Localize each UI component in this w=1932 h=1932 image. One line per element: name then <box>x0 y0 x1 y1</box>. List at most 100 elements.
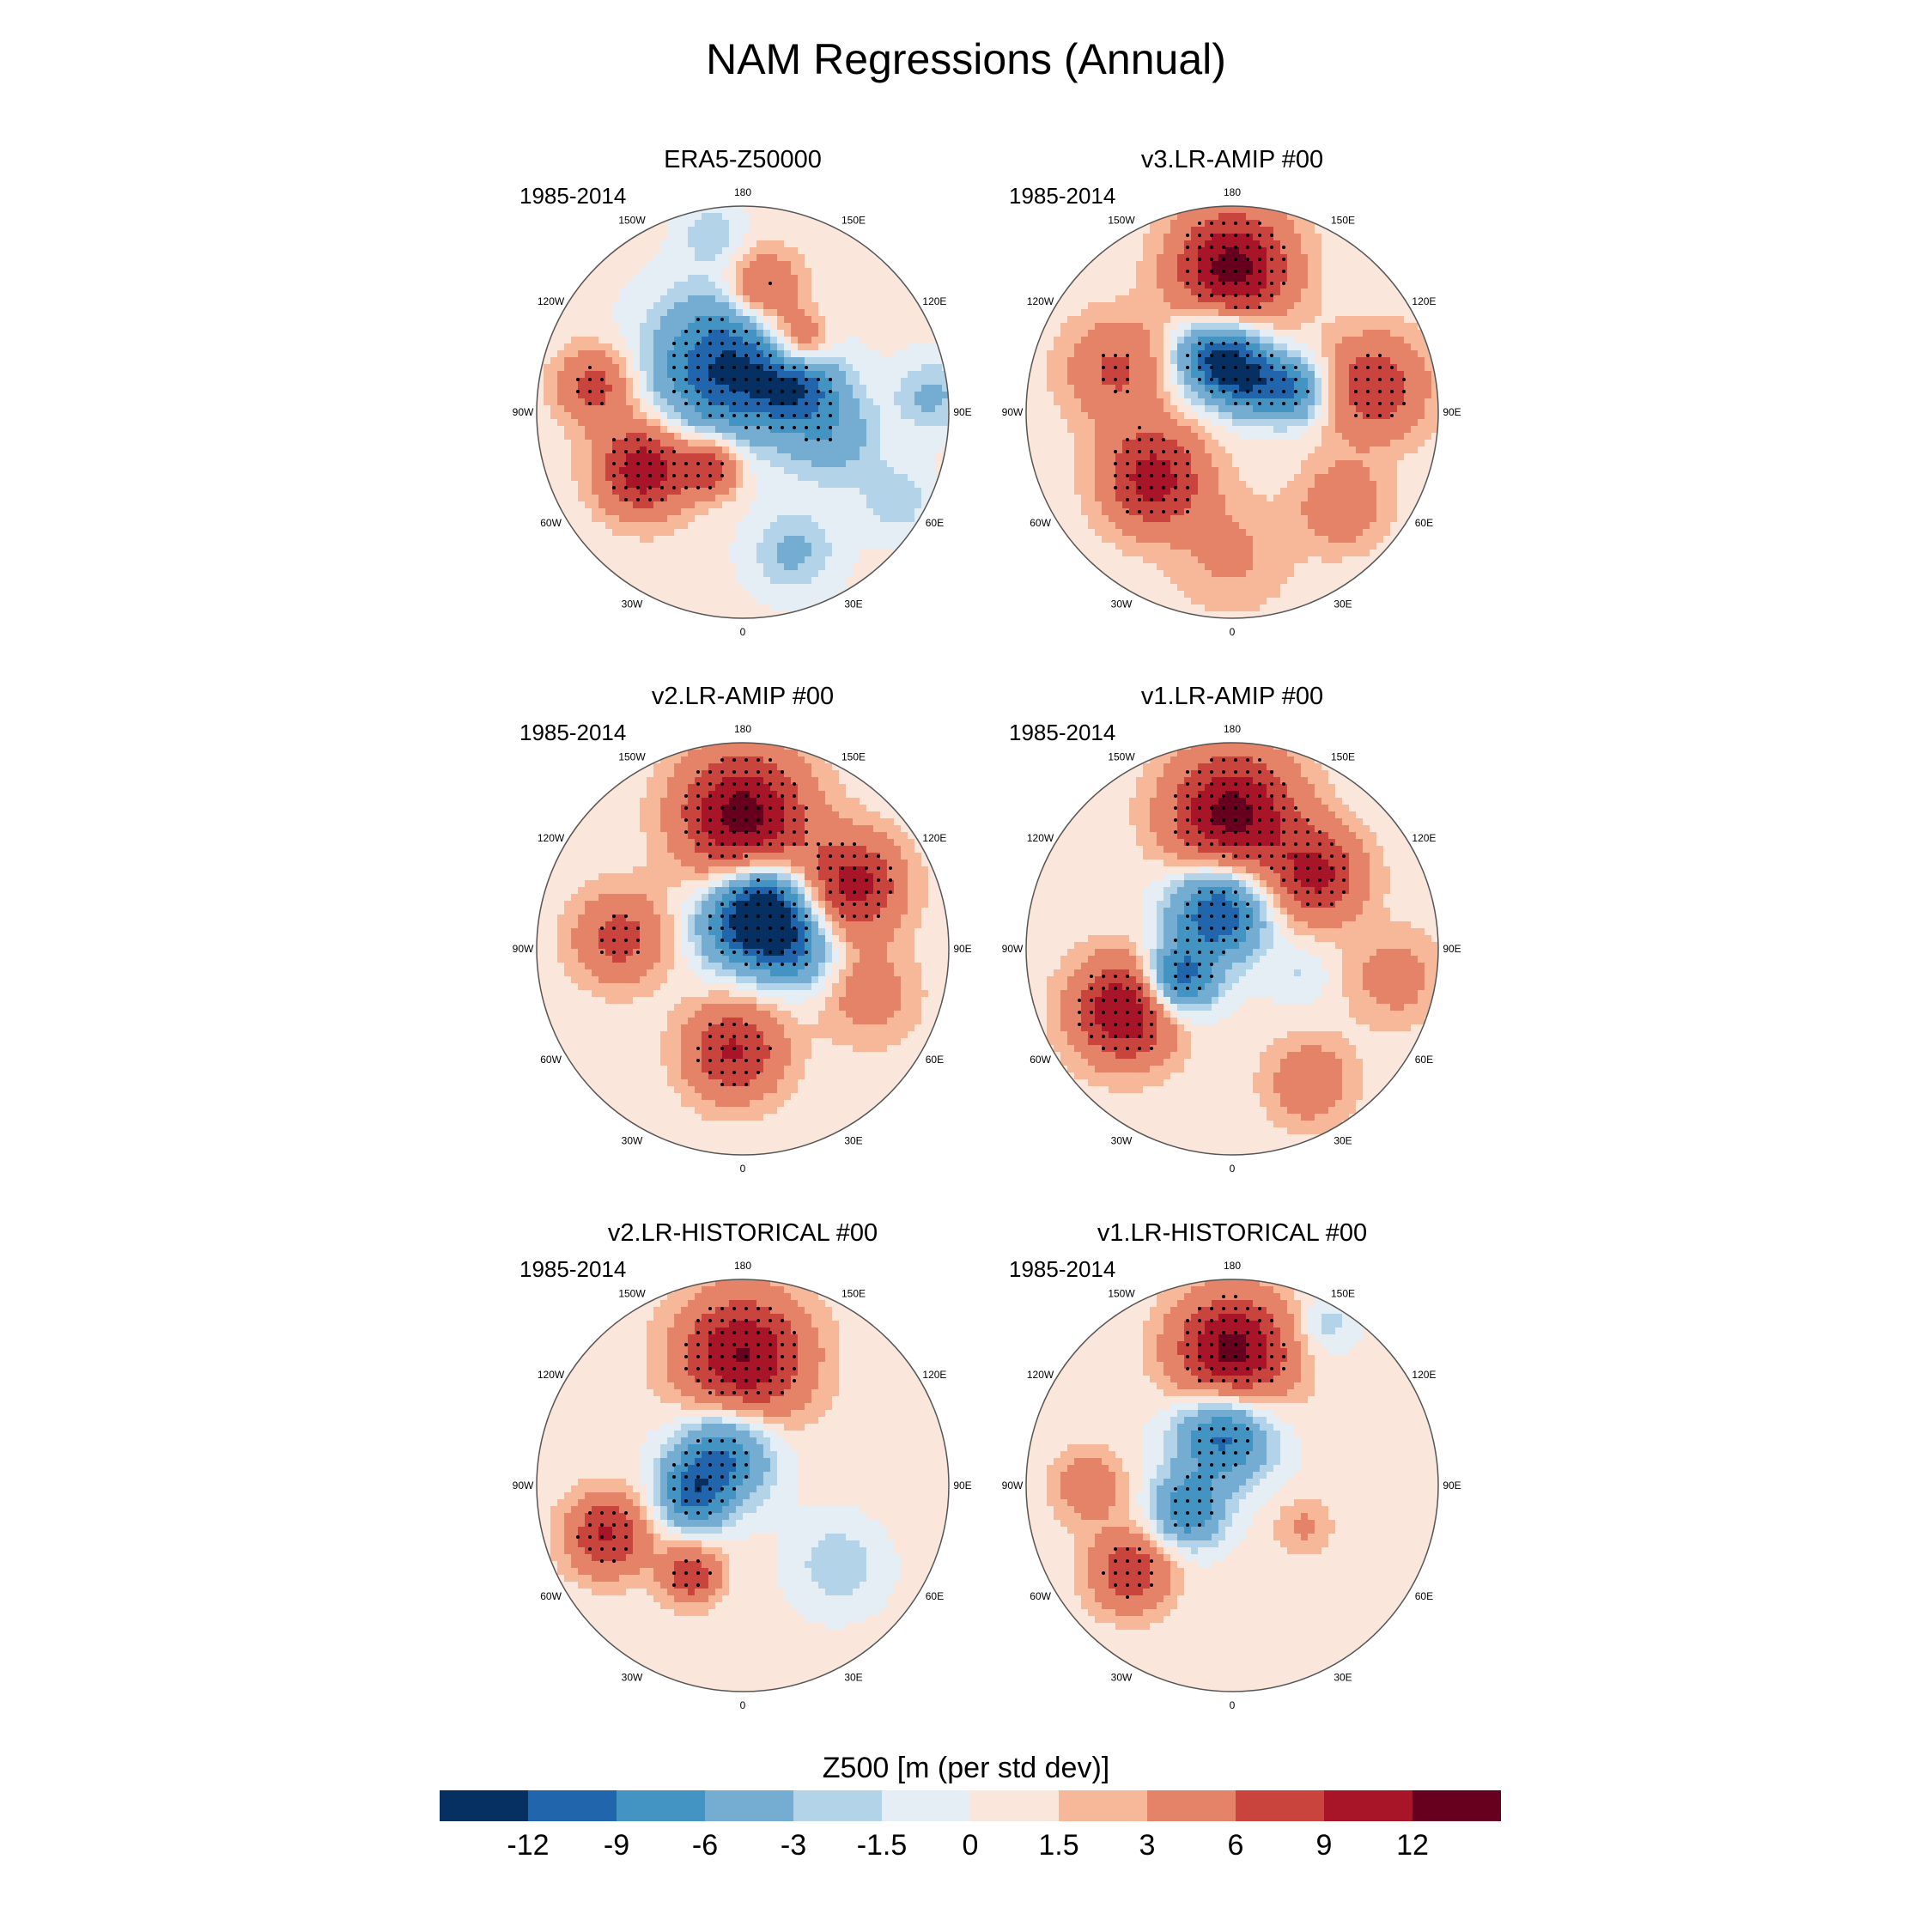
field-cell <box>770 323 778 331</box>
significance-dot <box>708 330 712 333</box>
field-cell <box>880 488 888 495</box>
field-cell <box>598 234 606 241</box>
field-cell <box>1425 254 1432 262</box>
field-cell <box>1335 337 1343 344</box>
field-cell <box>743 536 750 544</box>
field-cell <box>756 426 764 434</box>
field-cell <box>612 495 620 502</box>
field-cell <box>908 295 915 303</box>
field-cell <box>1431 213 1438 221</box>
field-cell <box>550 247 558 255</box>
field-cell <box>894 357 902 365</box>
field-cell <box>1212 302 1219 310</box>
field-cell <box>1163 220 1171 228</box>
field-cell <box>688 453 696 461</box>
field-cell <box>770 433 778 440</box>
field-cell <box>667 398 675 406</box>
field-cell <box>880 364 888 372</box>
significance-dot <box>636 438 640 441</box>
field-cell <box>715 323 723 331</box>
field-cell <box>1294 220 1302 228</box>
field-cell <box>873 563 881 571</box>
field-cell <box>598 227 606 234</box>
field-cell <box>942 563 949 571</box>
field-cell <box>1095 268 1103 276</box>
field-cell <box>626 343 634 351</box>
field-cell <box>818 488 826 495</box>
field-cell <box>784 536 792 544</box>
field-cell <box>832 563 840 571</box>
field-cell <box>805 426 812 434</box>
field-cell <box>770 550 778 557</box>
field-cell <box>550 392 558 399</box>
field-cell <box>1376 234 1384 241</box>
field-cell <box>695 275 702 283</box>
field-cell <box>619 405 627 413</box>
field-cell <box>1273 295 1281 303</box>
field-cell <box>578 323 586 331</box>
field-cell <box>756 213 764 221</box>
field-cell <box>667 302 675 310</box>
field-cell <box>1163 282 1171 289</box>
field-cell <box>1095 343 1103 351</box>
field-cell <box>743 392 750 399</box>
field-cell <box>928 343 936 351</box>
field-cell <box>1129 337 1137 344</box>
field-cell <box>805 323 812 331</box>
field-cell <box>736 392 744 399</box>
field-cell <box>770 481 778 489</box>
field-cell <box>853 261 860 269</box>
field-cell <box>928 337 936 344</box>
field-cell <box>798 227 805 234</box>
field-cell <box>880 440 888 447</box>
field-cell <box>1246 309 1254 317</box>
field-cell <box>798 501 805 509</box>
field-cell <box>880 371 888 379</box>
longitude-label: 150E <box>841 215 866 227</box>
field-cell <box>592 419 599 427</box>
field-cell <box>805 309 812 317</box>
field-cell <box>1081 227 1089 234</box>
field-cell <box>846 529 854 537</box>
field-cell <box>763 611 771 618</box>
significance-dot <box>684 378 688 381</box>
field-cell <box>1253 282 1261 289</box>
field-cell <box>763 488 771 495</box>
field-cell <box>647 419 654 427</box>
field-cell <box>1225 337 1233 344</box>
field-cell <box>1060 268 1068 276</box>
field-cell <box>667 316 675 324</box>
field-cell <box>756 598 764 605</box>
field-cell <box>777 302 785 310</box>
field-cell <box>564 220 572 228</box>
field-cell <box>674 577 682 585</box>
field-cell <box>1198 282 1206 289</box>
significance-dot <box>684 486 688 489</box>
field-cell <box>860 440 867 447</box>
field-cell <box>708 378 716 386</box>
significance-dot <box>636 462 640 465</box>
field-cell <box>791 295 799 303</box>
field-cell <box>619 453 627 461</box>
field-cell <box>1294 289 1302 296</box>
field-cell <box>729 330 737 337</box>
field-cell <box>537 563 544 571</box>
field-cell <box>743 343 750 351</box>
field-cell <box>660 206 668 214</box>
field-cell <box>605 495 613 502</box>
field-cell <box>942 240 949 248</box>
field-cell <box>578 611 586 618</box>
field-cell <box>894 460 902 468</box>
field-cell <box>1060 282 1068 289</box>
field-cell <box>715 488 723 495</box>
field-cell <box>1267 289 1274 296</box>
field-cell <box>805 563 812 571</box>
field-cell <box>1067 247 1075 255</box>
field-cell <box>585 323 592 331</box>
field-cell <box>763 330 771 337</box>
field-cell <box>715 481 723 489</box>
field-cell <box>592 488 599 495</box>
field-cell <box>585 412 592 420</box>
field-cell <box>619 611 627 618</box>
